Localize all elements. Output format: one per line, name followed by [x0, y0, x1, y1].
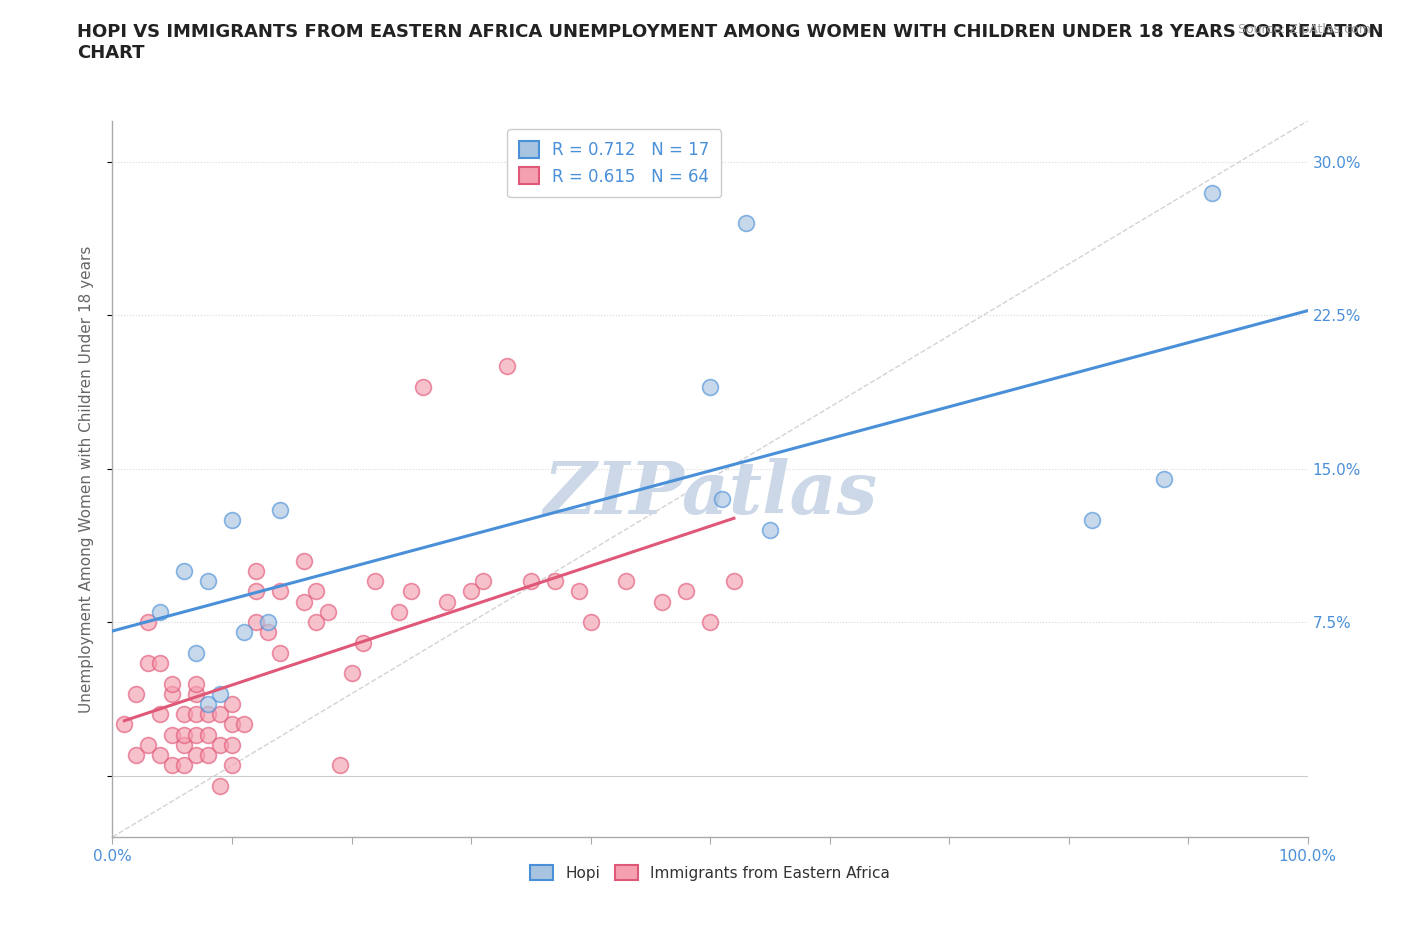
Point: [221, 717, 243, 732]
Point: [186, 645, 208, 660]
Point: [1081, 512, 1104, 527]
Point: [292, 594, 315, 609]
Point: [316, 604, 339, 619]
Point: [675, 584, 697, 599]
Point: [114, 717, 135, 732]
Point: [173, 707, 195, 722]
Point: [186, 727, 208, 742]
Point: [735, 216, 758, 231]
Point: [197, 574, 219, 589]
Text: ZIPatlas: ZIPatlas: [543, 458, 877, 529]
Point: [186, 748, 208, 763]
Point: [245, 584, 267, 599]
Point: [543, 574, 565, 589]
Point: [209, 707, 232, 722]
Point: [197, 697, 219, 711]
Point: [1153, 472, 1175, 486]
Point: [616, 574, 638, 589]
Point: [186, 707, 208, 722]
Point: [699, 379, 721, 394]
Point: [173, 737, 195, 752]
Point: [305, 615, 328, 630]
Point: [520, 574, 543, 589]
Point: [352, 635, 374, 650]
Point: [496, 359, 519, 374]
Point: [759, 523, 782, 538]
Point: [257, 615, 280, 630]
Point: [221, 758, 243, 773]
Point: [233, 625, 256, 640]
Point: [269, 584, 291, 599]
Point: [257, 625, 280, 640]
Point: [209, 737, 232, 752]
Point: [197, 727, 219, 742]
Point: [173, 727, 195, 742]
Point: [162, 758, 183, 773]
Point: [197, 707, 219, 722]
Point: [460, 584, 482, 599]
Point: [125, 748, 148, 763]
Point: [364, 574, 387, 589]
Point: [401, 584, 423, 599]
Point: [651, 594, 673, 609]
Point: [149, 604, 172, 619]
Point: [269, 502, 291, 517]
Point: [245, 615, 267, 630]
Point: [305, 584, 328, 599]
Point: [340, 666, 363, 681]
Point: [197, 748, 219, 763]
Point: [711, 492, 734, 507]
Point: [436, 594, 458, 609]
Point: [221, 737, 243, 752]
Point: [162, 676, 183, 691]
Point: [149, 656, 172, 671]
Point: [209, 778, 232, 793]
Point: [149, 707, 172, 722]
Point: [568, 584, 591, 599]
Point: [292, 553, 315, 568]
Point: [1201, 185, 1223, 200]
Point: [699, 615, 721, 630]
Point: [186, 686, 208, 701]
Point: [186, 676, 208, 691]
Point: [723, 574, 745, 589]
Legend: Hopi, Immigrants from Eastern Africa: Hopi, Immigrants from Eastern Africa: [524, 858, 896, 886]
Point: [388, 604, 411, 619]
Point: [138, 656, 160, 671]
Point: [162, 686, 183, 701]
Point: [412, 379, 434, 394]
Point: [233, 717, 256, 732]
Point: [329, 758, 352, 773]
Point: [221, 512, 243, 527]
Point: [472, 574, 495, 589]
Point: [579, 615, 602, 630]
Point: [138, 615, 160, 630]
Point: [221, 697, 243, 711]
Point: [173, 564, 195, 578]
Point: [245, 564, 267, 578]
Point: [125, 686, 148, 701]
Point: [173, 758, 195, 773]
Y-axis label: Unemployment Among Women with Children Under 18 years: Unemployment Among Women with Children U…: [79, 246, 94, 712]
Point: [149, 748, 172, 763]
Text: HOPI VS IMMIGRANTS FROM EASTERN AFRICA UNEMPLOYMENT AMONG WOMEN WITH CHILDREN UN: HOPI VS IMMIGRANTS FROM EASTERN AFRICA U…: [77, 23, 1384, 62]
Point: [162, 727, 183, 742]
Point: [209, 686, 232, 701]
Text: Source: ZipAtlas.com: Source: ZipAtlas.com: [1237, 23, 1371, 36]
Point: [269, 645, 291, 660]
Point: [138, 737, 160, 752]
